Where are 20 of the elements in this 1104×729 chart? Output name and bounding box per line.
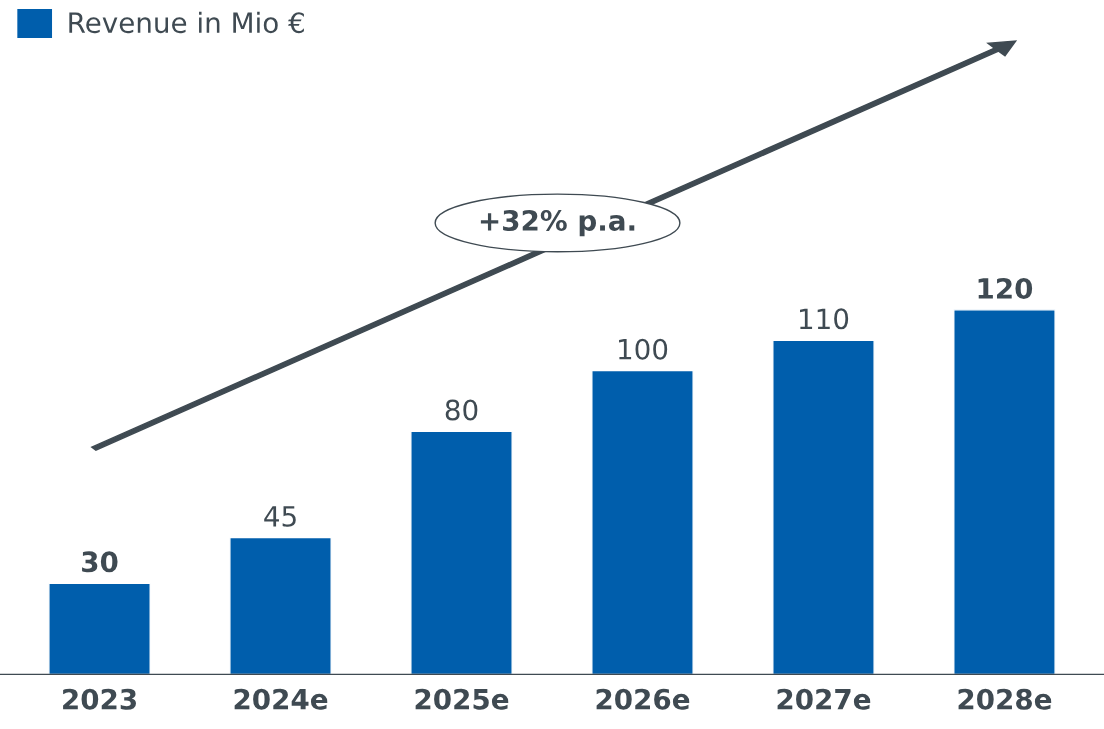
bar: [229, 536, 332, 675]
data-label: 100: [619, 338, 668, 360]
x-tick-label: 2023: [63, 688, 136, 710]
bar: [953, 309, 1056, 675]
legend-label: Revenue in Mio €: [69, 11, 304, 34]
bar: [591, 369, 694, 675]
data-label: 30: [82, 551, 118, 573]
bar: [48, 582, 151, 675]
bar: [410, 430, 513, 675]
data-label: 45: [264, 506, 296, 527]
data-label: 110: [800, 308, 849, 330]
text: +32% p.a.: [480, 209, 635, 237]
data-label: 80: [445, 399, 478, 421]
x-tick-label: 2025e: [415, 688, 509, 710]
x-tick-label: 2027e: [777, 688, 871, 710]
x-tick-label: 2024e: [234, 688, 328, 710]
x-tick-label: 2026e: [596, 688, 690, 710]
x-tick-label: 2028e: [958, 688, 1052, 710]
data-label: 120: [978, 277, 1033, 299]
bar: [772, 339, 875, 675]
